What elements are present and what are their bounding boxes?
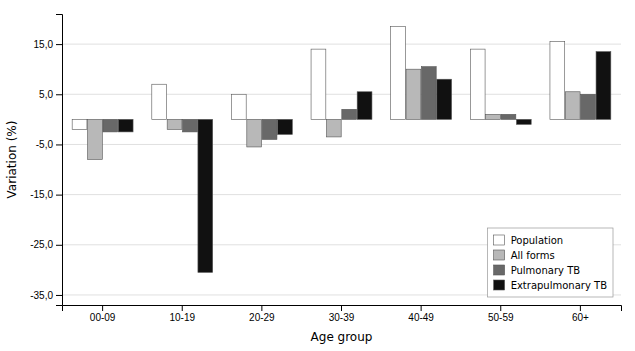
legend-swatch: [494, 280, 505, 290]
bar: [357, 92, 372, 120]
y-tick: 15,0: [34, 39, 62, 50]
tick-mark: [421, 305, 422, 311]
tick-label: 20-29: [249, 312, 275, 323]
bar-series: [103, 67, 596, 140]
tick-mark: [56, 295, 62, 296]
bar: [550, 42, 565, 120]
bar-series: [118, 52, 611, 273]
x-tick: 60+: [572, 305, 589, 323]
x-tick: 30-39: [329, 305, 355, 323]
bar: [326, 119, 341, 137]
bar: [231, 94, 246, 119]
bar: [437, 79, 452, 119]
tick-mark: [56, 94, 62, 95]
tick-mark: [341, 305, 342, 311]
grid-line: [62, 44, 621, 45]
tick-mark: [56, 245, 62, 246]
legend-label: Pulmonary TB: [511, 265, 581, 276]
tick-mark: [500, 305, 501, 311]
y-tick: -15,0: [30, 189, 62, 200]
bar: [88, 119, 103, 159]
plot: -35,0 -25,0 -15,0 -5,0 5,0 15,0 00-09 10-19 20-2…: [30, 15, 621, 324]
bar: [198, 119, 213, 272]
chart: -35,0 -25,0 -15,0 -5,0 5,0 15,0 00-09 10-19 20-2…: [0, 0, 635, 351]
tick-label: -15,0: [30, 189, 53, 200]
x-tick: 10-19: [169, 305, 195, 323]
tick-label: 50-59: [488, 312, 514, 323]
x-axis: 00-09 10-19 20-29 30-39 40-49 50-59 60+: [63, 305, 622, 323]
tick-label: 40-49: [408, 312, 434, 323]
bar: [342, 109, 357, 119]
legend-label: All forms: [511, 250, 555, 261]
x-tick: 20-29: [249, 305, 275, 323]
bar: [565, 92, 580, 120]
bar: [118, 119, 133, 132]
tick-label: 10-19: [169, 312, 195, 323]
bar: [581, 94, 596, 119]
legend-swatch: [494, 265, 505, 275]
tick-mark: [56, 144, 62, 145]
grid-line: [62, 94, 621, 95]
tick-label: -35,0: [30, 290, 53, 301]
tick-mark: [56, 44, 62, 45]
tick-label: 5,0: [39, 89, 53, 100]
bar: [152, 84, 167, 119]
legend: Population All forms Pulmonary TB Extrapulm…: [488, 228, 613, 297]
grid: [62, 44, 621, 295]
y-tick: -5,0: [36, 139, 62, 150]
tick-label: 30-39: [329, 312, 355, 323]
x-axis-title: Age group: [311, 330, 373, 344]
axis-line: [56, 15, 63, 306]
bar-series: [88, 69, 581, 159]
legend-item: Population: [494, 235, 564, 246]
x-tick: 40-49: [408, 305, 434, 323]
tick-mark: [580, 305, 581, 311]
bar-series: [72, 27, 565, 130]
x-tick: 50-59: [488, 305, 514, 323]
axis-line: [63, 306, 622, 312]
tick-label: 15,0: [34, 39, 54, 50]
bar: [596, 52, 611, 120]
tick-mark: [182, 305, 183, 311]
bar: [167, 119, 182, 129]
grid-line: [62, 144, 621, 145]
bar: [501, 114, 516, 119]
legend-swatch: [494, 235, 505, 245]
legend-item: Pulmonary TB: [494, 265, 581, 276]
legend-label: Population: [511, 235, 564, 246]
y-tick: 5,0: [39, 89, 62, 100]
bar: [262, 119, 277, 139]
tick-mark: [102, 305, 103, 311]
y-tick: -25,0: [30, 239, 62, 250]
tick-mark: [261, 305, 262, 311]
bar: [516, 119, 531, 124]
tick-label: -25,0: [30, 239, 53, 250]
tick-label: -5,0: [36, 139, 54, 150]
bars: [72, 27, 611, 273]
bar: [278, 119, 293, 134]
y-tick: -35,0: [30, 290, 62, 301]
bar: [391, 27, 406, 120]
bar: [421, 67, 436, 120]
bar: [311, 49, 326, 119]
bar: [247, 119, 262, 147]
legend-item: All forms: [494, 250, 555, 261]
bar: [72, 119, 87, 129]
legend-item: Extrapulmonary TB: [494, 280, 608, 291]
tick-mark: [56, 195, 62, 196]
grid-line: [62, 194, 621, 195]
x-tick: 00-09: [90, 305, 116, 323]
tick-label: 00-09: [90, 312, 116, 323]
legend-label: Extrapulmonary TB: [511, 280, 608, 291]
bar: [470, 49, 485, 119]
bar: [486, 114, 501, 119]
legend-swatch: [494, 250, 505, 260]
legend-box: [488, 228, 613, 297]
y-axis: -35,0 -25,0 -15,0 -5,0 5,0 15,0: [30, 15, 62, 306]
tick-label: 60+: [572, 312, 589, 323]
y-axis-title: Variation (%): [5, 121, 19, 199]
bar: [183, 119, 198, 132]
bar: [103, 119, 118, 132]
bar: [406, 69, 421, 119]
